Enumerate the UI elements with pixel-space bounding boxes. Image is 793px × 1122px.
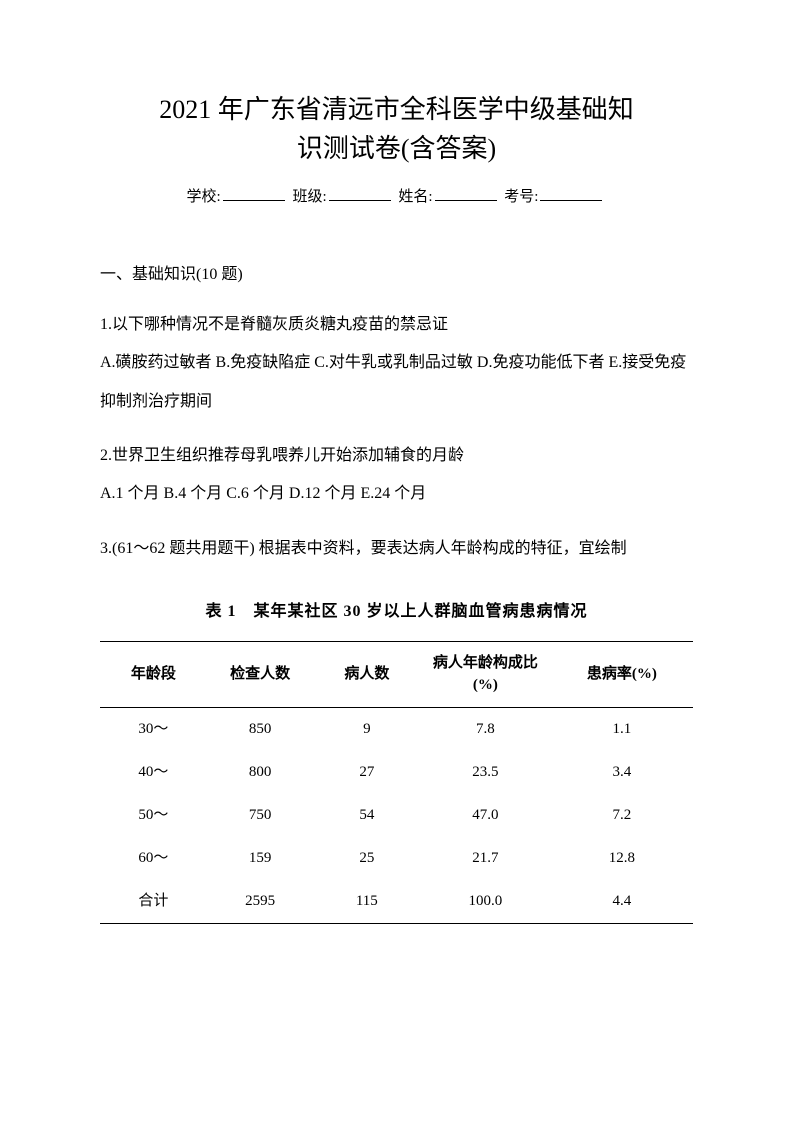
table-row: 40～ 800 27 23.5 3.4 [100,751,693,794]
question-3: 3.(61～62 题共用题干) 根据表中资料，要表达病人年龄构成的特征，宜绘制 [100,530,693,568]
cell-rate: 1.1 [551,707,693,751]
col-header-age: 年龄段 [100,641,207,707]
cell-age: 50～ [100,794,207,837]
data-table: 年龄段 检查人数 病人数 病人年龄构成比(%) 患病率(%) 30～ 850 9… [100,641,693,924]
cell-check: 750 [207,794,314,837]
table-row-total: 合计 2595 115 100.0 4.4 [100,880,693,924]
id-blank [540,200,602,201]
section-header: 一、基础知识(10 题) [100,261,693,290]
cell-ratio: 7.8 [420,707,550,751]
cell-check: 850 [207,707,314,751]
cell-patient: 9 [313,707,420,751]
cell-ratio: 100.0 [420,880,550,924]
col-header-patient: 病人数 [313,641,420,707]
table-row: 50～ 750 54 47.0 7.2 [100,794,693,837]
cell-ratio: 21.7 [420,837,550,880]
table-header-row: 年龄段 检查人数 病人数 病人年龄构成比(%) 患病率(%) [100,641,693,707]
question-2: 2.世界卫生组织推荐母乳喂养儿开始添加辅食的月龄 A.1 个月 B.4 个月 C… [100,437,693,514]
question-1-stem: 1.以下哪种情况不是脊髓灰质炎糖丸疫苗的禁忌证 [100,306,693,344]
title-line-1: 2021 年广东省清远市全科医学中级基础知 [100,90,693,129]
cell-patient: 25 [313,837,420,880]
cell-age: 30～ [100,707,207,751]
col-header-check: 检查人数 [207,641,314,707]
cell-rate: 7.2 [551,794,693,837]
question-1: 1.以下哪种情况不是脊髓灰质炎糖丸疫苗的禁忌证 A.磺胺药过敏者 B.免疫缺陷症… [100,306,693,421]
cell-patient: 115 [313,880,420,924]
cell-check: 2595 [207,880,314,924]
table-row: 60～ 159 25 21.7 12.8 [100,837,693,880]
cell-ratio: 47.0 [420,794,550,837]
cell-rate: 3.4 [551,751,693,794]
cell-check: 159 [207,837,314,880]
cell-patient: 27 [313,751,420,794]
class-label: 班级: [292,189,326,205]
cell-check: 800 [207,751,314,794]
class-blank [329,200,391,201]
cell-rate: 4.4 [551,880,693,924]
title-line-2: 识测试卷(含答案) [100,129,693,168]
question-2-options: A.1 个月 B.4 个月 C.6 个月 D.12 个月 E.24 个月 [100,475,693,513]
cell-patient: 54 [313,794,420,837]
cell-rate: 12.8 [551,837,693,880]
cell-age: 合计 [100,880,207,924]
student-info-line: 学校: 班级: 姓名: 考号: [100,184,693,211]
question-3-stem: 3.(61～62 题共用题干) 根据表中资料，要表达病人年龄构成的特征，宜绘制 [100,530,693,568]
name-label: 姓名: [398,189,432,205]
cell-age: 60～ [100,837,207,880]
id-label: 考号: [504,189,538,205]
question-2-stem: 2.世界卫生组织推荐母乳喂养儿开始添加辅食的月龄 [100,437,693,475]
table-row: 30～ 850 9 7.8 1.1 [100,707,693,751]
school-label: 学校: [187,189,221,205]
col-header-rate: 患病率(%) [551,641,693,707]
cell-age: 40～ [100,751,207,794]
col-header-ratio: 病人年龄构成比(%) [420,641,550,707]
page-title: 2021 年广东省清远市全科医学中级基础知 识测试卷(含答案) [100,90,693,168]
question-1-options: A.磺胺药过敏者 B.免疫缺陷症 C.对牛乳或乳制品过敏 D.免疫功能低下者 E… [100,344,693,421]
name-blank [435,200,497,201]
cell-ratio: 23.5 [420,751,550,794]
school-blank [223,200,285,201]
table-title: 表 1 某年某社区 30 岁以上人群脑血管病患病情况 [100,598,693,627]
